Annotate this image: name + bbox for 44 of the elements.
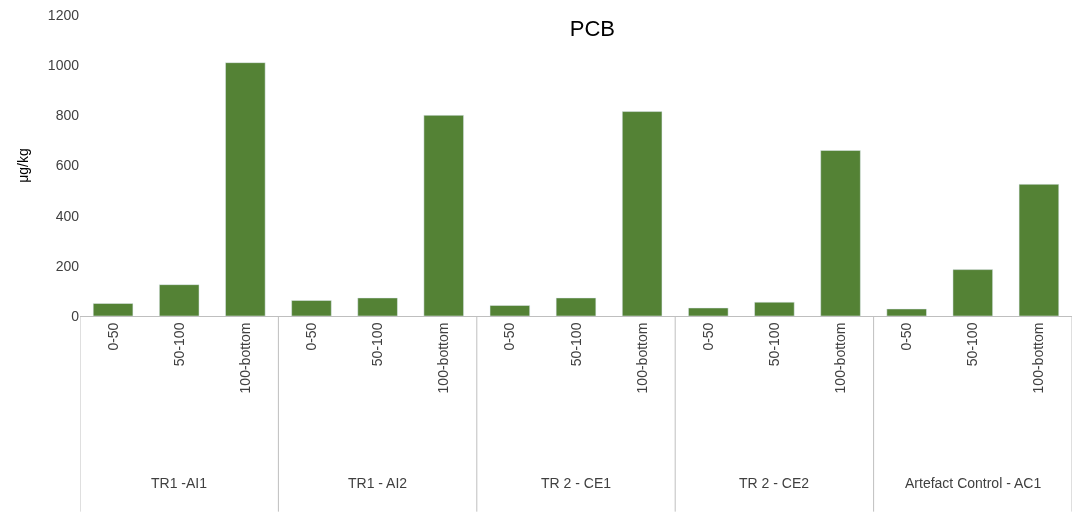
text: TR1 - AI2 [348, 475, 408, 491]
x-tick-label: 50-100 [765, 322, 782, 367]
bar [489, 305, 530, 316]
x-tick-label: 0-50 [699, 322, 716, 351]
text: TR 2 - CE2 [739, 475, 810, 491]
bar [555, 297, 597, 316]
x-tick-label: 0-50 [104, 322, 121, 351]
y-tick-label: 600 [55, 157, 80, 174]
y-tick-label: 200 [55, 257, 80, 274]
y-axis-title: μg/kg [15, 148, 32, 183]
bar [622, 111, 663, 316]
x-tick-label: 0-50 [303, 322, 320, 351]
x-tick-label: 50-100 [170, 322, 187, 367]
text: TR 2 - CE1 [541, 475, 612, 491]
bar [820, 150, 861, 316]
bar [357, 297, 398, 316]
x-tick-label: 100-bottom [1030, 322, 1047, 394]
bar [952, 269, 993, 316]
x-tick-label: 0-50 [501, 322, 518, 351]
x-tick-label: 50-100 [567, 322, 584, 367]
y-tick-label: 400 [55, 207, 80, 224]
bar [688, 307, 729, 316]
y-tick-label: 1200 [47, 6, 80, 23]
text: Artefact Control - AC1 [905, 475, 1042, 491]
bar [754, 301, 795, 316]
bar [291, 300, 332, 316]
y-tick-label: 1000 [47, 57, 80, 74]
bar [225, 62, 266, 316]
y-tick-label: 800 [55, 107, 80, 124]
bar [423, 115, 464, 316]
x-tick-label: 50-100 [964, 322, 981, 367]
x-tick-label: 100-bottom [633, 322, 650, 394]
x-tick-label: 100-bottom [832, 322, 849, 394]
chart-title: PCB [569, 16, 615, 42]
bar [1018, 184, 1060, 316]
y-tick-label: 0 [71, 307, 80, 324]
x-tick-label: 100-bottom [236, 322, 253, 394]
bar [886, 308, 927, 316]
text: TR1 -AI1 [151, 475, 208, 491]
x-tick-label: 0-50 [898, 322, 915, 351]
x-tick-label: 100-bottom [435, 322, 452, 394]
bar [92, 303, 134, 316]
bar [159, 284, 200, 316]
x-tick-label: 50-100 [369, 322, 386, 367]
